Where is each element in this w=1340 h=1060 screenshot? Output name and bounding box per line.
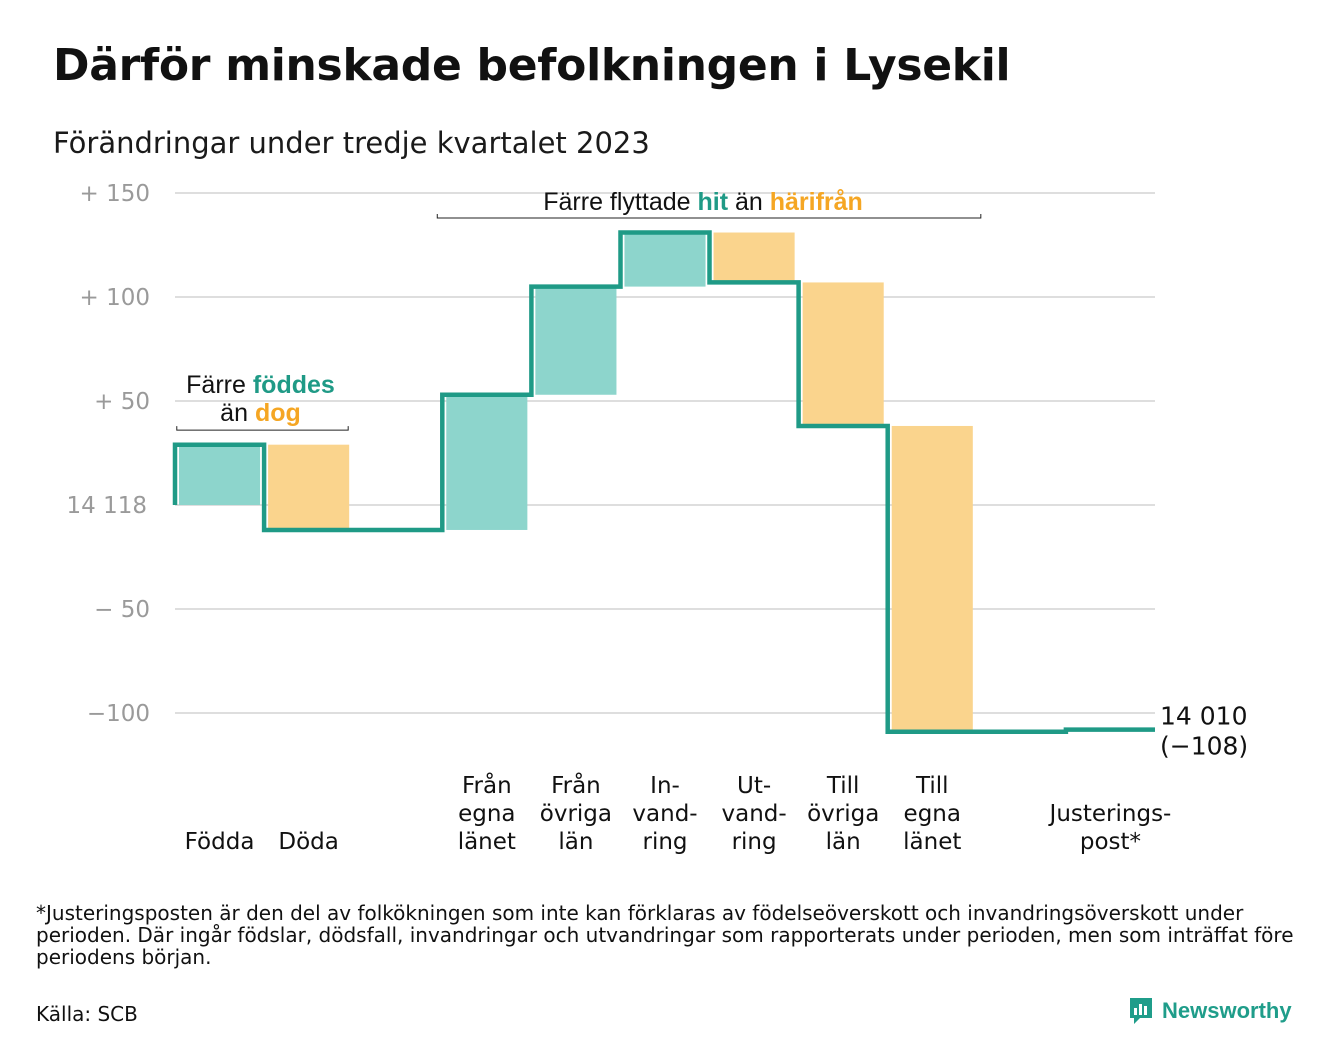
- x-axis-label: In-: [650, 773, 680, 799]
- x-axis-label: vand-: [632, 801, 697, 827]
- brand-logo: Newsworthy: [1128, 996, 1292, 1026]
- y-tick-label: − 50: [94, 597, 150, 623]
- end-value-label: 14 010: [1160, 702, 1247, 731]
- y-tick-label: 14 118: [67, 493, 147, 519]
- x-axis-label: egna: [458, 801, 515, 827]
- annotation-bracket: [436, 213, 982, 219]
- decrease-bar: [713, 232, 795, 283]
- x-axis-label: län: [826, 829, 861, 855]
- annotation-fragment: än: [220, 399, 255, 427]
- x-label-layer: Födda DödaFrånegnalänetFrånövrigalänIn-va…: [185, 771, 1172, 855]
- annotation-fragment: härifrån: [770, 188, 863, 216]
- annotation-fragment: dog: [255, 399, 301, 427]
- x-axis-label: Till: [826, 773, 860, 799]
- annotation-text: än dog: [220, 399, 301, 427]
- x-axis-label: övriga: [807, 801, 879, 827]
- x-axis-label: länet: [903, 829, 961, 855]
- x-axis-label: Ut-: [737, 773, 771, 799]
- increase-bar: [624, 232, 706, 287]
- y-tick-label: + 50: [94, 389, 150, 415]
- bar-chart-speech-icon: [1130, 998, 1152, 1024]
- annotation-fragment: hit: [697, 188, 728, 216]
- annotation-fragment: än: [728, 188, 770, 216]
- x-axis-label: länet: [458, 829, 516, 855]
- x-axis-label: ring: [732, 829, 777, 855]
- x-axis-label: post*: [1080, 829, 1141, 855]
- x-axis-label: Döda: [278, 829, 338, 855]
- waterfall-chart: + 150 + 100 + 50 14 118 − 50 −100 14 010(−108…: [67, 181, 1249, 855]
- x-axis-label: Till: [915, 773, 949, 799]
- end-value-label: (−108): [1160, 732, 1248, 761]
- source-note: Källa: SCB: [36, 1002, 138, 1026]
- x-axis-label: vand-: [721, 801, 786, 827]
- brand-name: Newsworthy: [1162, 998, 1292, 1023]
- decrease-bar: [802, 282, 884, 426]
- annotation-fragment: Färre flyttade: [543, 188, 697, 216]
- annotation-text: Färre föddes: [186, 371, 335, 399]
- decrease-bar: [268, 444, 350, 530]
- decrease-bar: [891, 425, 973, 732]
- x-axis-label: Födda: [185, 829, 255, 855]
- x-axis-label: egna: [904, 801, 961, 827]
- x-axis-label: Justerings-: [1048, 801, 1172, 827]
- footnote: *Justeringsposten är den del av folkökni…: [36, 901, 1294, 969]
- y-tick-label: −100: [87, 701, 150, 727]
- annotation-bracket: [176, 426, 349, 431]
- x-axis-label: Från: [551, 771, 601, 799]
- bars-layer: [179, 232, 973, 732]
- x-axis-label: övriga: [540, 801, 612, 827]
- chart-title: Därför minskade befolkningen i Lysekil: [53, 40, 1011, 91]
- y-tick-label: + 100: [80, 285, 150, 311]
- annotation-fragment: Färre: [186, 371, 253, 399]
- y-tick-label: + 150: [80, 181, 150, 207]
- chart-subtitle: Förändringar under tredje kvartalet 2023: [53, 126, 650, 160]
- x-axis-label: ring: [642, 829, 687, 855]
- x-axis-label: Från: [462, 771, 512, 799]
- annotation-text: Färre flyttade hit än härifrån: [543, 188, 863, 216]
- line-layer: 14 010(−108): [172, 230, 1248, 761]
- annotation-fragment: föddes: [253, 371, 335, 399]
- increase-bar: [179, 444, 261, 505]
- cumulative-step-line: [172, 230, 1155, 734]
- increase-bar: [535, 286, 617, 395]
- x-axis-label: län: [558, 829, 593, 855]
- increase-bar: [446, 394, 528, 530]
